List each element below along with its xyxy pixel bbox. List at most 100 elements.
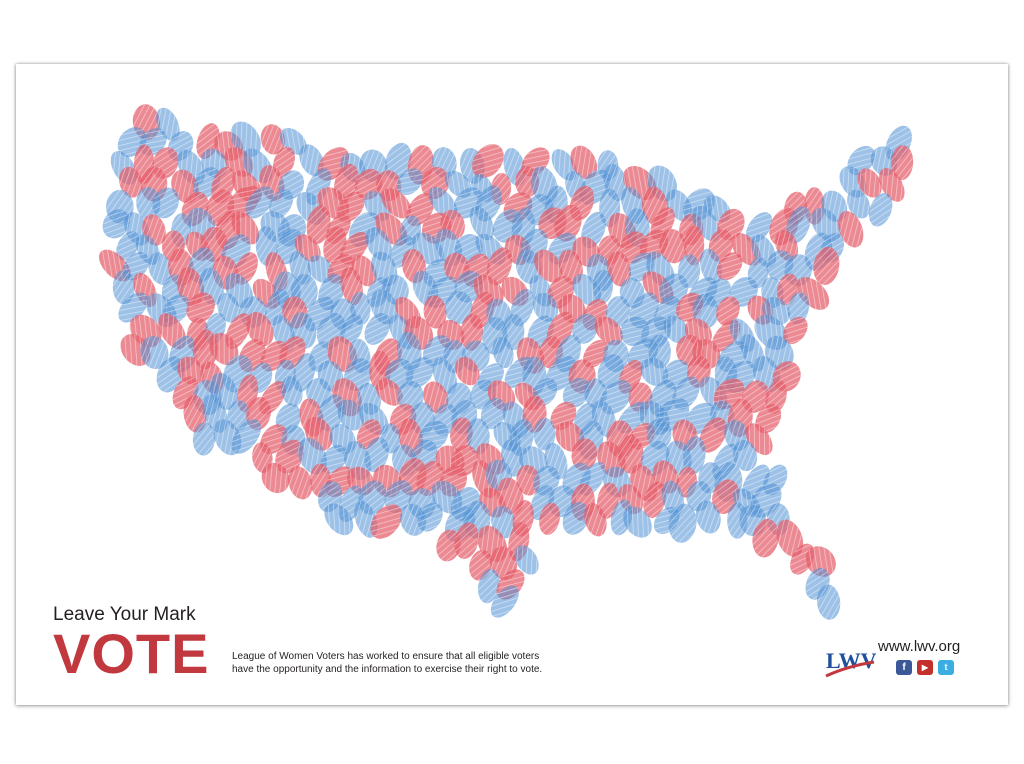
blue-fingerprint bbox=[245, 186, 274, 219]
blue-fingerprint bbox=[365, 227, 392, 261]
blue-fingerprint bbox=[597, 354, 624, 389]
logo-text: LWV bbox=[826, 648, 876, 673]
red-fingerprint bbox=[177, 356, 205, 385]
red-fingerprint bbox=[776, 519, 804, 557]
blue-fingerprint bbox=[299, 144, 324, 177]
blue-fingerprint bbox=[364, 437, 389, 473]
red-fingerprint bbox=[486, 247, 513, 286]
blue-fingerprint bbox=[847, 189, 871, 219]
facebook-icon[interactable]: f bbox=[896, 660, 912, 675]
red-fingerprint bbox=[455, 356, 480, 386]
blue-fingerprint bbox=[695, 500, 721, 534]
blue-fingerprint bbox=[640, 357, 669, 387]
blue-fingerprint bbox=[623, 506, 652, 538]
blue-fingerprint bbox=[572, 313, 598, 344]
blue-fingerprint bbox=[397, 380, 424, 412]
red-fingerprint bbox=[246, 312, 274, 347]
blue-fingerprint bbox=[745, 212, 773, 243]
blue-fingerprint bbox=[480, 398, 506, 430]
blue-fingerprint bbox=[307, 255, 334, 283]
mission-line-1: League of Women Voters has worked to ens… bbox=[232, 651, 540, 662]
blue-fingerprint bbox=[532, 292, 559, 322]
blue-fingerprint bbox=[786, 206, 811, 244]
red-fingerprint bbox=[539, 502, 561, 535]
red-fingerprint bbox=[472, 144, 504, 179]
blue-fingerprint bbox=[140, 335, 169, 370]
blue-fingerprint bbox=[469, 206, 495, 241]
blue-fingerprint bbox=[340, 314, 363, 345]
red-fingerprint bbox=[584, 503, 607, 537]
blue-fingerprint bbox=[659, 273, 688, 306]
red-fingerprint bbox=[554, 204, 582, 242]
red-fingerprint bbox=[752, 518, 779, 558]
blue-fingerprint bbox=[742, 464, 770, 500]
blue-fingerprint bbox=[870, 146, 898, 176]
red-fingerprint bbox=[813, 246, 840, 285]
blue-fingerprint bbox=[148, 252, 172, 285]
red-fingerprint bbox=[275, 439, 305, 474]
red-fingerprint bbox=[617, 435, 644, 474]
blue-fingerprint bbox=[384, 142, 412, 180]
red-fingerprint bbox=[381, 188, 412, 219]
blue-fingerprint bbox=[417, 502, 443, 532]
red-fingerprint bbox=[782, 316, 808, 345]
blue-fingerprint bbox=[787, 292, 810, 325]
blue-fingerprint bbox=[562, 377, 590, 408]
red-fingerprint bbox=[450, 417, 473, 452]
blue-fingerprint bbox=[816, 584, 841, 620]
blue-fingerprint bbox=[116, 231, 140, 261]
red-fingerprint bbox=[659, 229, 687, 264]
fingerprint-usa-map bbox=[98, 104, 914, 620]
blue-fingerprint bbox=[562, 502, 589, 535]
red-fingerprint bbox=[183, 394, 207, 433]
logo-swoosh bbox=[825, 660, 875, 678]
red-fingerprint bbox=[606, 251, 632, 287]
blue-fingerprint bbox=[324, 503, 354, 536]
red-fingerprint bbox=[370, 504, 403, 539]
blue-fingerprint bbox=[192, 422, 216, 456]
blue-fingerprint bbox=[492, 336, 514, 369]
red-fingerprint bbox=[119, 166, 143, 198]
red-fingerprint bbox=[261, 462, 290, 494]
blue-fingerprint bbox=[102, 209, 130, 239]
red-fingerprint bbox=[306, 205, 331, 245]
lwv-logo: LWV bbox=[825, 648, 876, 678]
tagline: Leave Your Mark bbox=[53, 604, 196, 625]
blue-fingerprint bbox=[337, 399, 365, 431]
twitter-icon[interactable]: t bbox=[938, 660, 954, 675]
mission-line-2: have the opportunity and the information… bbox=[232, 664, 543, 675]
blue-fingerprint bbox=[592, 269, 614, 304]
red-fingerprint bbox=[273, 146, 295, 177]
blue-fingerprint bbox=[231, 419, 262, 454]
blue-fingerprint bbox=[112, 270, 136, 305]
social-icons: f ▶ t bbox=[896, 660, 954, 675]
website-link[interactable]: www.lwv.org bbox=[878, 638, 961, 655]
red-fingerprint bbox=[755, 404, 782, 434]
red-fingerprint bbox=[436, 529, 461, 562]
red-fingerprint bbox=[423, 295, 447, 329]
blue-fingerprint bbox=[683, 436, 706, 475]
blue-fingerprint bbox=[646, 418, 672, 450]
red-fingerprint bbox=[643, 481, 667, 518]
blue-fingerprint bbox=[396, 168, 423, 195]
red-fingerprint bbox=[716, 252, 743, 281]
red-fingerprint bbox=[716, 296, 740, 326]
blue-fingerprint bbox=[268, 189, 294, 219]
red-fingerprint bbox=[891, 145, 914, 181]
blue-fingerprint bbox=[533, 417, 556, 451]
mission-statement: League of Women Voters has worked to ens… bbox=[232, 650, 602, 676]
blue-fingerprint bbox=[663, 315, 689, 344]
red-fingerprint bbox=[375, 378, 403, 406]
blue-fingerprint bbox=[668, 503, 697, 543]
red-fingerprint bbox=[209, 332, 239, 366]
red-fingerprint bbox=[570, 145, 598, 180]
youtube-icon[interactable]: ▶ bbox=[917, 660, 933, 675]
blue-fingerprint bbox=[868, 192, 893, 227]
vote-headline: VOTE bbox=[53, 622, 210, 685]
blue-fingerprint bbox=[156, 356, 184, 393]
blue-fingerprint bbox=[699, 248, 723, 285]
blue-fingerprint bbox=[152, 187, 180, 219]
blue-fingerprint bbox=[490, 585, 519, 618]
red-fingerprint bbox=[288, 466, 313, 500]
red-fingerprint bbox=[496, 477, 524, 515]
